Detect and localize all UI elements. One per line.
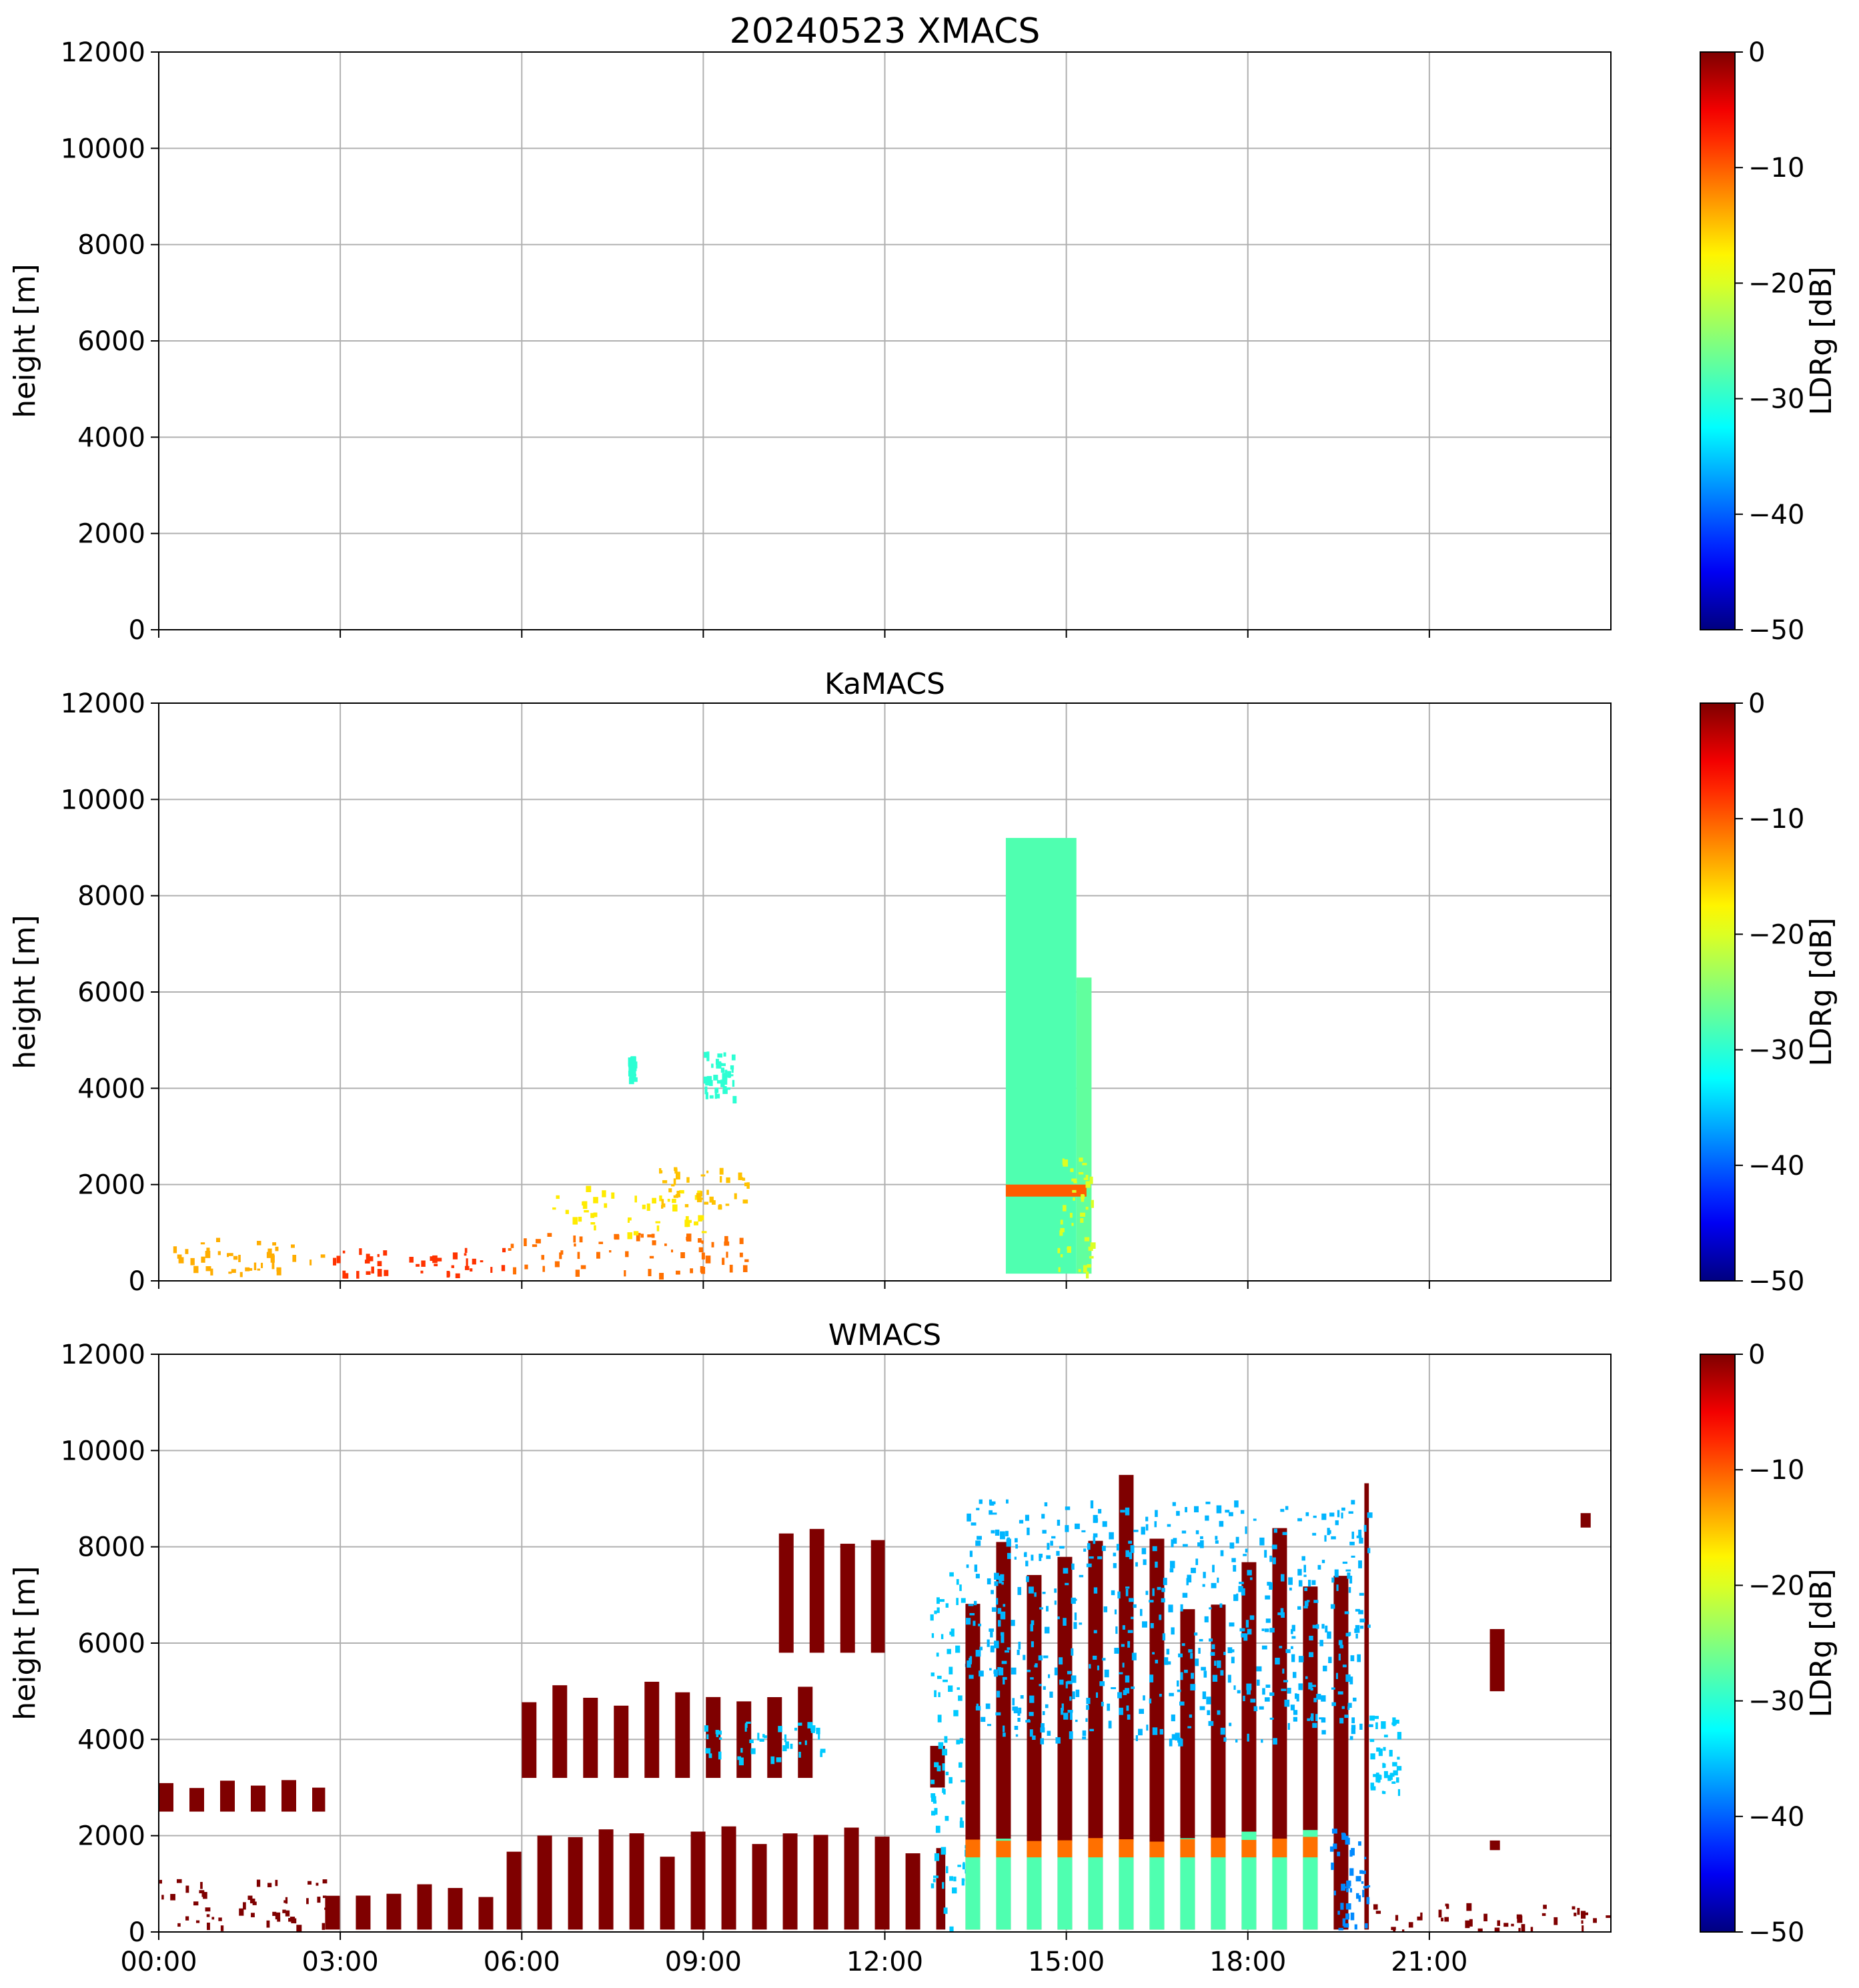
- y-tick-label: 0: [129, 615, 145, 646]
- y-tick-label: 4000: [77, 1073, 145, 1104]
- data-region: [1057, 1157, 1096, 1279]
- data-region: [1076, 977, 1092, 1274]
- colorbar-tick-label: −10: [1748, 804, 1804, 835]
- x-tick-label: 21:00: [1391, 1947, 1467, 1977]
- data-layer: [159, 1474, 1610, 1932]
- data-region: [1489, 1840, 1500, 1851]
- colorbar-tick-label: −20: [1748, 1570, 1804, 1601]
- data-region: [778, 1528, 885, 1653]
- data-region: [1373, 1903, 1610, 1932]
- data-region: [1489, 1628, 1505, 1692]
- panel-title: 20240523 XMACS: [730, 11, 1041, 51]
- data-region: [658, 1167, 750, 1210]
- colorbar: 0 −10 −20 −30 −40 −50 LDRg [dB]: [1700, 37, 1838, 646]
- y-tick-label: 2000: [77, 519, 145, 550]
- y-tick-label: 8000: [77, 881, 145, 912]
- colorbar: 0 −10 −20 −30 −40 −50 LDRg [dB]: [1700, 1340, 1838, 1948]
- data-region: [506, 1826, 946, 1930]
- panel-title: KaMACS: [824, 667, 945, 701]
- data-region: [173, 1237, 326, 1278]
- x-tick-label: 00:00: [120, 1947, 197, 1977]
- data-region: [628, 1056, 638, 1085]
- colorbar-tick-label: −10: [1748, 153, 1804, 183]
- data-region: [552, 1185, 707, 1239]
- colorbar-gradient: [1700, 51, 1736, 630]
- y-axis-label: height [m]: [8, 1566, 42, 1720]
- data-region: [965, 1499, 1373, 1747]
- y-tick-label: 6000: [77, 326, 145, 357]
- colorbar-label: LDRg [dB]: [1804, 917, 1838, 1066]
- colorbar-tick-label: 0: [1748, 37, 1765, 68]
- y-tick-label: 6000: [77, 1628, 145, 1659]
- data-region: [965, 1830, 1318, 1930]
- y-tick-label: 12000: [61, 37, 145, 68]
- data-region: [1580, 1513, 1591, 1528]
- colorbar-tick-label: −40: [1748, 1802, 1804, 1833]
- x-tick-label: 06:00: [484, 1947, 560, 1977]
- colorbar-tick-label: 0: [1748, 688, 1765, 719]
- colorbar-tick-label: −50: [1748, 1266, 1804, 1297]
- colorbar-label: LDRg [dB]: [1804, 266, 1838, 415]
- y-tick-label: 10000: [61, 133, 145, 164]
- data-region: [1005, 838, 1077, 1274]
- x-tick-label: 09:00: [665, 1947, 742, 1977]
- colorbar-tick-label: −20: [1748, 919, 1804, 950]
- colorbar-tick-label: −50: [1748, 1917, 1804, 1948]
- colorbar-tick-label: −40: [1748, 1151, 1804, 1181]
- y-tick-label: 12000: [61, 688, 145, 719]
- data-region: [159, 1879, 329, 1932]
- y-axis-label: height [m]: [8, 915, 42, 1069]
- y-axis-label: height [m]: [8, 264, 42, 418]
- y-tick-label: 10000: [61, 785, 145, 815]
- colorbar-tick-label: −10: [1748, 1455, 1804, 1486]
- y-tick-label: 8000: [77, 1532, 145, 1563]
- x-tick-label: 18:00: [1209, 1947, 1286, 1977]
- x-tick-label: 03:00: [301, 1947, 378, 1977]
- colorbar-label: LDRg [dB]: [1804, 1568, 1838, 1717]
- data-region: [522, 1681, 813, 1779]
- y-tick-label: 8000: [77, 230, 145, 261]
- data-region: [1329, 1829, 1371, 1931]
- data-region: [704, 1721, 826, 1766]
- y-tick-label: 12000: [61, 1340, 145, 1370]
- colorbar: 0 −10 −20 −30 −40 −50 LDRg [dB]: [1700, 688, 1838, 1297]
- y-tick-label: 6000: [77, 977, 145, 1008]
- y-tick-label: 10000: [61, 1436, 145, 1466]
- y-tick-label: 0: [129, 1266, 145, 1297]
- data-region: [508, 1233, 749, 1280]
- colorbar-gradient: [1700, 702, 1736, 1282]
- data-region: [703, 1051, 737, 1104]
- panel-title: WMACS: [828, 1318, 941, 1352]
- y-tick-label: 2000: [77, 1821, 145, 1852]
- y-tick-label: 4000: [77, 422, 145, 453]
- data-region: [333, 1248, 506, 1279]
- colorbar-tick-label: −30: [1748, 1686, 1804, 1717]
- panel-wmacs: 0 2000 4000 6000 8000 10000 12000 00:00 03:00 06:…: [8, 1318, 1838, 1977]
- y-tick-label: 0: [129, 1917, 145, 1948]
- colorbar-tick-label: 0: [1748, 1340, 1765, 1370]
- colorbar-tick-label: −30: [1748, 384, 1804, 415]
- colorbar-tick-label: −50: [1748, 615, 1804, 646]
- y-tick-label: 2000: [77, 1170, 145, 1201]
- colorbar-tick-label: −20: [1748, 268, 1804, 299]
- data-layer: [173, 838, 1096, 1280]
- panel-kamacs: 0 2000 4000 6000 8000 10000 12000 height [m] KaM…: [8, 667, 1838, 1297]
- panel-20240523-xmacs: 0 2000 4000 6000 8000 10000 12000 height [m] 202…: [8, 11, 1838, 646]
- colorbar-tick-label: −40: [1748, 500, 1804, 530]
- colorbar-gradient: [1700, 1354, 1736, 1933]
- x-tick-label: 15:00: [1028, 1947, 1105, 1977]
- x-tick-label: 12:00: [846, 1947, 923, 1977]
- colorbar-tick-label: −30: [1748, 1035, 1804, 1066]
- data-region: [325, 1884, 494, 1930]
- data-region: [965, 1837, 1318, 1858]
- data-region: [1005, 1184, 1087, 1197]
- data-region: [159, 1780, 326, 1812]
- data-region: [930, 1572, 971, 1932]
- data-region: [1369, 1715, 1402, 1797]
- y-tick-label: 4000: [77, 1724, 145, 1755]
